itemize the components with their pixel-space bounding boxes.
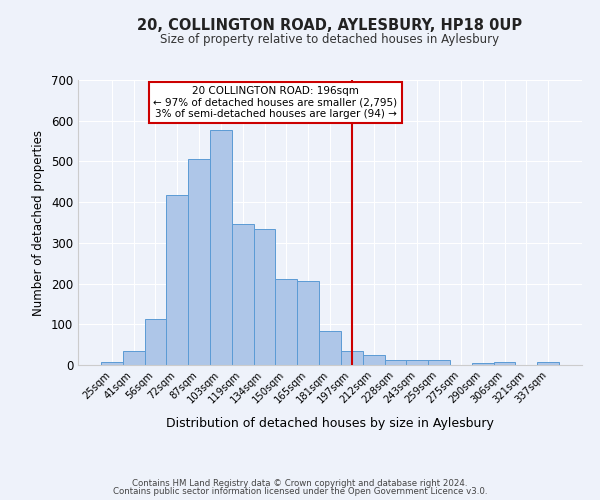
Bar [494, 362, 515, 365]
Text: 20, COLLINGTON ROAD, AYLESBURY, HP18 0UP: 20, COLLINGTON ROAD, AYLESBURY, HP18 0UP [137, 18, 523, 32]
Bar [275, 278, 297, 365]
X-axis label: Distribution of detached houses by size in Aylesbury: Distribution of detached houses by size … [166, 416, 494, 430]
Bar [385, 360, 406, 365]
Bar [101, 362, 123, 365]
Bar [537, 362, 559, 365]
Bar [232, 224, 254, 365]
Text: Size of property relative to detached houses in Aylesbury: Size of property relative to detached ho… [160, 32, 500, 46]
Bar [297, 280, 319, 365]
Y-axis label: Number of detached properties: Number of detached properties [32, 130, 46, 316]
Bar [319, 331, 341, 365]
Bar [166, 195, 188, 365]
Bar [254, 230, 275, 365]
Bar [341, 351, 363, 365]
Bar [210, 130, 232, 365]
Text: Contains HM Land Registry data © Crown copyright and database right 2024.: Contains HM Land Registry data © Crown c… [132, 478, 468, 488]
Bar [145, 319, 166, 365]
Bar [363, 355, 385, 365]
Bar [188, 158, 210, 365]
Bar [406, 360, 428, 365]
Text: Contains public sector information licensed under the Open Government Licence v3: Contains public sector information licen… [113, 488, 487, 496]
Bar [123, 351, 145, 365]
Bar [472, 363, 494, 365]
Bar [428, 360, 450, 365]
Text: 20 COLLINGTON ROAD: 196sqm
← 97% of detached houses are smaller (2,795)
3% of se: 20 COLLINGTON ROAD: 196sqm ← 97% of deta… [154, 86, 398, 120]
